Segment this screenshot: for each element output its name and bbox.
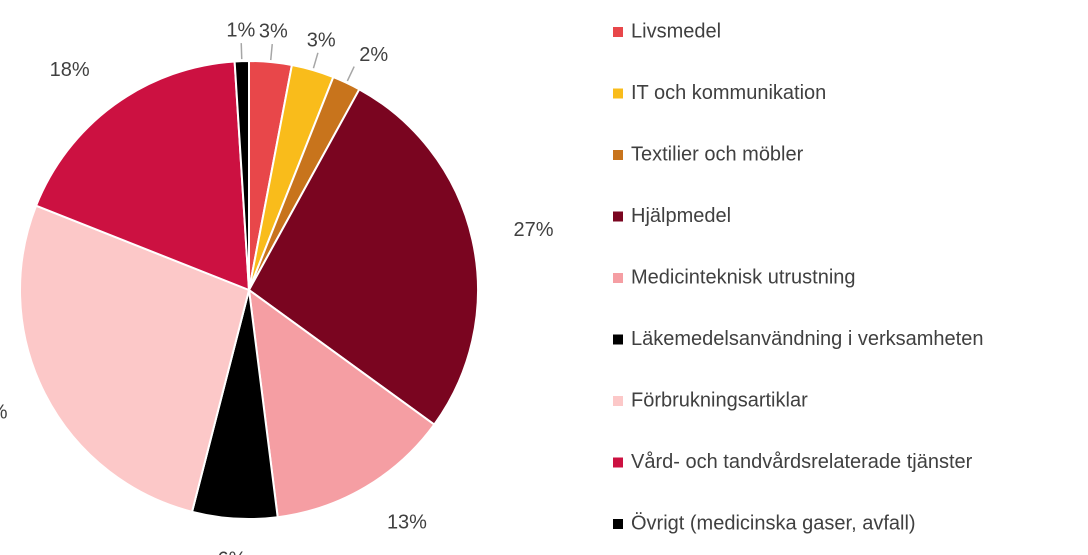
data-label: 6% xyxy=(218,549,247,555)
legend-swatch xyxy=(613,273,623,283)
leader-line xyxy=(346,66,355,82)
legend-label: Läkemedelsanvändning i verksamheten xyxy=(631,328,983,350)
legend-label: Förbrukningsartiklar xyxy=(631,389,808,411)
legend-label: Vård- och tandvårdsrelaterade tjänster xyxy=(631,451,973,473)
legend-swatch xyxy=(613,88,623,99)
data-label: 13% xyxy=(387,512,427,534)
legend-swatch xyxy=(613,457,623,468)
data-label: 3% xyxy=(307,30,336,52)
data-label: 2% xyxy=(359,44,388,66)
leader-line xyxy=(269,44,273,61)
legend-swatch xyxy=(613,27,623,37)
legend-label: Hjälpmedel xyxy=(631,205,731,227)
pie-slice xyxy=(247,87,479,427)
data-label: 1% xyxy=(226,19,255,41)
legend-label: Livsmedel xyxy=(631,20,721,42)
leader-line xyxy=(312,52,319,69)
data-label: 27% xyxy=(513,219,553,241)
data-label: 18% xyxy=(50,59,90,81)
legend-label: Övrigt (medicinska gaser, avfall) xyxy=(631,512,916,534)
legend-label: IT och kommunikation xyxy=(631,82,826,104)
legend-label: Textilier och möbler xyxy=(631,143,804,165)
data-label: 27% xyxy=(0,401,8,423)
legend-swatch xyxy=(613,334,623,345)
data-label: 3% xyxy=(259,20,288,42)
legend-swatch xyxy=(613,396,623,406)
legend-swatch xyxy=(613,211,623,222)
pie-slice xyxy=(247,287,436,519)
legend-swatch xyxy=(613,150,623,160)
pie-slice xyxy=(233,59,250,291)
pie-slice xyxy=(34,60,251,292)
legend-swatch xyxy=(613,519,623,529)
legend-label: Medicinteknisk utrustning xyxy=(631,266,856,288)
pie-slice xyxy=(19,204,251,514)
leader-line xyxy=(240,43,243,60)
